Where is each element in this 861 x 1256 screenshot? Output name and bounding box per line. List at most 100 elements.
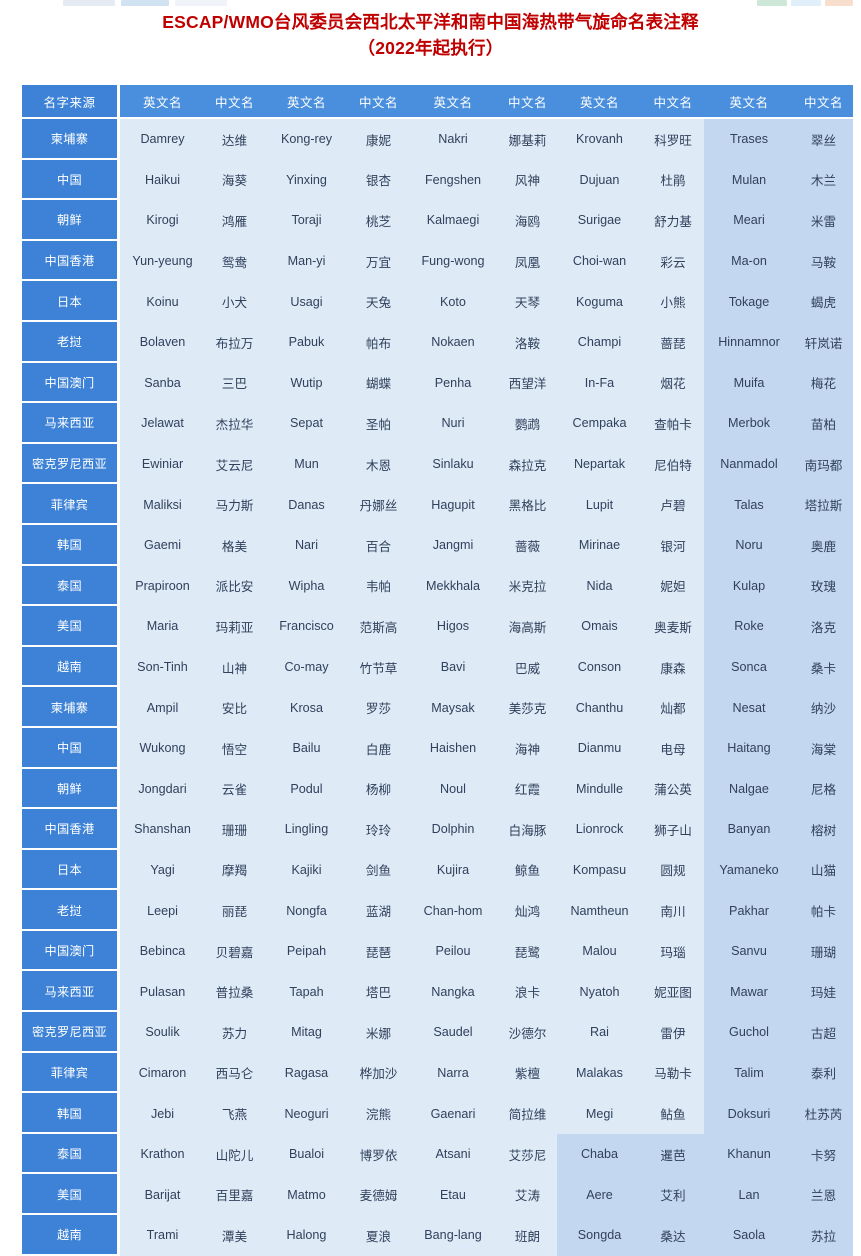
cell-chinese-name: 电母 [642, 727, 704, 769]
cell-english-name: Fengshen [408, 159, 498, 201]
cell-english-name: Bebinca [120, 930, 205, 972]
cell-english-name: Jebi [120, 1093, 205, 1134]
cell-chinese-name: 苏力 [205, 1012, 264, 1053]
cell-chinese-name: 桑达 [642, 1215, 704, 1256]
cell-english-name: Hagupit [408, 484, 498, 525]
title-line-2: （2022年起执行） [357, 38, 504, 58]
chrome-chip-6 [825, 0, 853, 6]
cell-chinese-name: 沙德尔 [498, 1012, 557, 1053]
cell-english-name: Haikui [120, 159, 205, 201]
cell-english-name: Ragasa [264, 1052, 349, 1094]
cell-chinese-name: 达维 [205, 119, 264, 160]
cell-chinese-name: 白鹿 [349, 727, 408, 769]
table-row: 柬埔寨 Damrey 达维 Kong-rey 康妮 Nakri 娜基莉 Krovanh 科罗旺 T… [22, 119, 853, 160]
cell-english-name: Kirogi [120, 200, 205, 241]
cell-english-name: Chanthu [557, 687, 642, 728]
cell-chinese-name: 凤凰 [498, 240, 557, 282]
cell-english-name: Prapiroon [120, 565, 205, 607]
cell-english-name: Krosa [264, 687, 349, 728]
cell-english-name: Wutip [264, 362, 349, 404]
cell-english-name: Aere [557, 1174, 642, 1216]
cell-name-source: 中国香港 [22, 809, 120, 850]
cell-english-name: Peipah [264, 930, 349, 972]
table-row: 中国香港 Shanshan 珊珊 Lingling 玲玲 Dolphin 白海豚 Lionro… [22, 809, 853, 850]
cell-chinese-name: 圆规 [642, 849, 704, 891]
cell-chinese-name: 红霞 [498, 768, 557, 810]
cell-chinese-name: 蔷琵 [642, 321, 704, 363]
cell-english-name: Mekkhala [408, 565, 498, 607]
cell-chinese-name: 米雷 [794, 200, 853, 241]
cell-english-name: Sanba [120, 362, 205, 404]
cell-english-name: Nida [557, 565, 642, 607]
table-row: 中国香港 Yun-yeung 鸳鸯 Man-yi 万宜 Fung-wong 凤凰 Choi-w… [22, 240, 853, 282]
cell-chinese-name: 翠丝 [794, 119, 853, 160]
cell-name-source: 中国澳门 [22, 930, 120, 972]
cell-name-source: 日本 [22, 281, 120, 322]
table-row: 密克罗尼西亚 Ewiniar 艾云尼 Mun 木恩 Sinlaku 森拉克 Nepartak 尼… [22, 443, 853, 485]
cell-english-name: Noul [408, 768, 498, 810]
cell-chinese-name: 海棠 [794, 727, 853, 769]
cell-chinese-name: 暹芭 [642, 1133, 704, 1175]
cell-chinese-name: 兰恩 [794, 1174, 853, 1216]
cell-english-name: Nari [264, 524, 349, 566]
column-header-9: 英文名 [704, 85, 794, 119]
column-header-source: 名字来源 [22, 85, 120, 119]
cell-english-name: Ampil [120, 687, 205, 728]
column-header-7: 英文名 [557, 85, 642, 119]
cell-english-name: Maysak [408, 687, 498, 728]
cell-name-source: 密克罗尼西亚 [22, 443, 120, 485]
column-header-3: 英文名 [264, 85, 349, 119]
cell-chinese-name: 玲玲 [349, 809, 408, 850]
cell-english-name: Damrey [120, 119, 205, 160]
cell-chinese-name: 杜鹃 [642, 159, 704, 201]
cell-chinese-name: 海高斯 [498, 606, 557, 647]
table-row: 密克罗尼西亚 Soulik 苏力 Mitag 米娜 Saudel 沙德尔 Rai 雷伊 Gucho… [22, 1012, 853, 1053]
cell-english-name: Nyatoh [557, 971, 642, 1013]
column-header-1: 英文名 [120, 85, 205, 119]
cell-english-name: Toraji [264, 200, 349, 241]
cell-english-name: Krathon [120, 1133, 205, 1175]
cell-chinese-name: 木恩 [349, 443, 408, 485]
cell-chinese-name: 艾莎尼 [498, 1133, 557, 1175]
column-header-10: 中文名 [794, 85, 853, 119]
cell-english-name: Trases [704, 119, 794, 160]
top-chrome-strip [0, 0, 861, 8]
cell-chinese-name: 琵琶 [349, 930, 408, 972]
cell-chinese-name: 鸳鸯 [205, 240, 264, 282]
cell-chinese-name: 帕布 [349, 321, 408, 363]
cell-english-name: Jangmi [408, 524, 498, 566]
table-row: 泰国 Prapiroon 派比安 Wipha 韦帕 Mekkhala 米克拉 Nida 妮妲 Ku… [22, 565, 853, 607]
table-row: 老挝 Bolaven 布拉万 Pabuk 帕布 Nokaen 洛鞍 Champi 蔷琵 Hinna… [22, 321, 853, 363]
cell-english-name: Kalmaegi [408, 200, 498, 241]
cell-chinese-name: 泰利 [794, 1052, 853, 1094]
cell-chinese-name: 马力斯 [205, 484, 264, 525]
cell-english-name: Hinnamnor [704, 321, 794, 363]
cell-chinese-name: 妮妲 [642, 565, 704, 607]
cell-name-source: 越南 [22, 646, 120, 688]
cell-english-name: Pakhar [704, 890, 794, 931]
cell-chinese-name: 简拉维 [498, 1093, 557, 1134]
cell-chinese-name: 百合 [349, 524, 408, 566]
cell-english-name: Yinxing [264, 159, 349, 201]
cell-chinese-name: 山神 [205, 646, 264, 688]
page-title: ESCAP/WMO台风委员会西北太平洋和南中国海热带气旋命名表注释 （2022年… [0, 0, 861, 61]
chrome-chip-5 [791, 0, 821, 6]
cell-name-source: 朝鲜 [22, 768, 120, 810]
cell-english-name: Nuri [408, 403, 498, 444]
cell-english-name: Rai [557, 1012, 642, 1053]
cell-name-source: 菲律宾 [22, 1052, 120, 1094]
cell-chinese-name: 杰拉华 [205, 403, 264, 444]
cell-chinese-name: 帕卡 [794, 890, 853, 931]
cell-chinese-name: 南玛都 [794, 443, 853, 485]
cell-chinese-name: 博罗依 [349, 1133, 408, 1175]
cell-chinese-name: 卡努 [794, 1133, 853, 1175]
cell-english-name: Krovanh [557, 119, 642, 160]
cell-chinese-name: 罗莎 [349, 687, 408, 728]
cell-english-name: Mawar [704, 971, 794, 1013]
cell-chinese-name: 布拉万 [205, 321, 264, 363]
cell-english-name: Wukong [120, 727, 205, 769]
table-header-row: 名字来源 英文名 中文名 英文名 中文名 英文名 中文名 英文名 中文名 英文名 中文名 [22, 85, 853, 119]
cell-chinese-name: 轩岚诺 [794, 321, 853, 363]
cell-english-name: Maliksi [120, 484, 205, 525]
column-header-5: 英文名 [408, 85, 498, 119]
